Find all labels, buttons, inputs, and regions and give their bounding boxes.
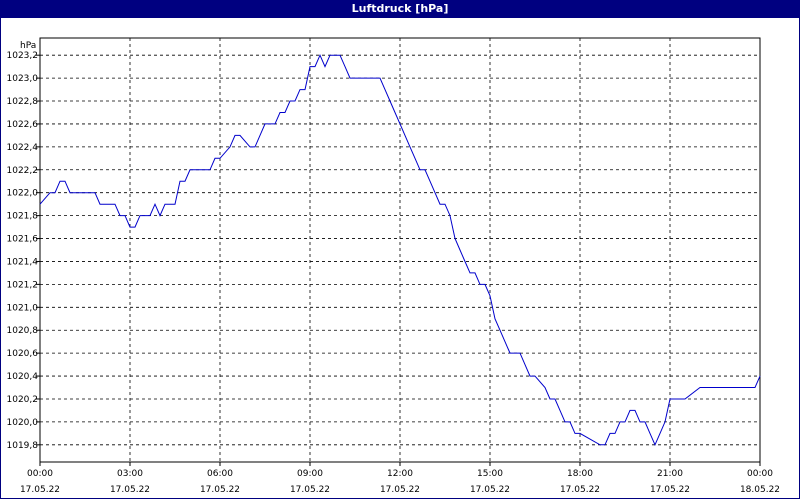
y-tick-label: 1019,8 [7,441,39,451]
y-tick-label: 1021,0 [7,303,39,313]
series-group [39,53,761,447]
x-tick-time: 06:00 [207,469,233,479]
x-tick-date: 17.05.22 [650,485,690,495]
y-ticks: 1019,8 1020,0 1020,2 1020,4 1020,6 1020,8 1021… [7,51,40,451]
x-tick-date: 17.05.22 [290,485,330,495]
x-tick-time: 21:00 [657,469,683,479]
x-tick-date: 17.05.22 [110,485,150,495]
x-tick-time: 12:00 [387,469,413,479]
x-tick-date: 17.05.22 [200,485,240,495]
y-tick-label: 1023,2 [7,51,39,61]
y-tick-label: 1021,8 [7,212,39,222]
x-tick-time: 03:00 [117,469,143,479]
y-tick-label: 1020,4 [7,372,39,382]
y-tick-label: 1022,6 [7,120,39,130]
y-tick-label: 1021,2 [7,280,39,290]
x-tick-time: 09:00 [297,469,323,479]
x-tick-time: 15:00 [477,469,503,479]
y-axis-label: hPa [20,41,36,51]
y-tick-label: 1022,0 [7,189,39,199]
x-tick-date: 17.05.22 [470,485,510,495]
chart-title: Luftdruck [hPa] [0,0,800,18]
y-tick-label: 1023,0 [7,74,39,84]
y-tick-label: 1020,2 [7,395,39,405]
series-line [39,53,761,447]
x-tick-time: 18:00 [567,469,593,479]
y-tick-label: 1020,8 [7,326,39,336]
y-tick-label: 1022,8 [7,97,39,107]
y-tick-label: 1020,0 [7,418,39,428]
x-tick-date: 17.05.22 [380,485,420,495]
y-tick-label: 1020,6 [7,349,39,359]
y-tick-label: 1022,4 [7,143,39,153]
y-tick-label: 1021,6 [7,235,39,245]
y-tick-label: 1021,4 [7,257,39,267]
x-tick-date: 17.05.22 [560,485,600,495]
x-tick-time: 00:00 [747,469,773,479]
x-tick-date: 18.05.22 [740,485,780,495]
x-tick-time: 00:00 [27,469,53,479]
grid-lines [40,38,760,462]
y-tick-label: 1022,2 [7,166,39,176]
x-tick-date: 17.05.22 [20,485,60,495]
x-ticks: 00:00 17.05.22 03:00 17.05.22 06:00 17.05.22 0… [20,462,780,495]
